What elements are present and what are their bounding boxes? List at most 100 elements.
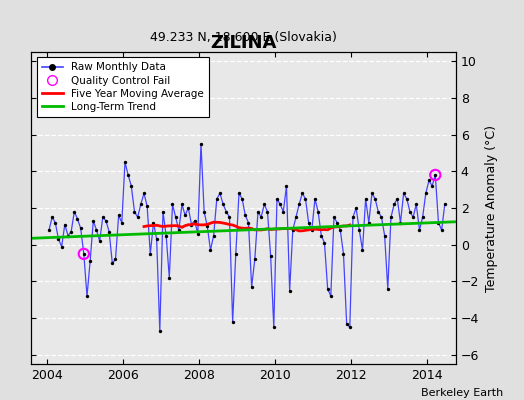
Point (416, 227, 424, 233)
Point (380, 232, 389, 239)
Point (121, 159, 129, 165)
Point (250, 256, 259, 262)
Point (159, 208, 167, 215)
Point (390, 201, 398, 208)
Point (336, 227, 344, 233)
Point (80, 251, 88, 257)
Point (412, 201, 420, 208)
Y-axis label: Temperature Anomaly (°C): Temperature Anomaly (°C) (485, 124, 498, 292)
Point (152, 236, 161, 242)
Point (333, 220, 341, 226)
Point (187, 221, 195, 228)
Point (362, 196, 370, 202)
Point (314, 208, 322, 215)
Point (286, 287, 294, 294)
Point (83, 293, 91, 299)
Point (222, 208, 231, 215)
Point (431, 172, 440, 178)
Point (206, 247, 215, 254)
Point (190, 218, 199, 224)
Point (304, 220, 313, 226)
Point (95, 238, 104, 244)
Point (330, 214, 338, 220)
Point (368, 190, 376, 196)
Point (422, 190, 430, 196)
Point (320, 240, 329, 246)
Point (384, 286, 392, 292)
Point (114, 212, 123, 218)
Point (279, 208, 288, 215)
Point (349, 214, 357, 220)
Point (210, 232, 218, 239)
Point (409, 214, 417, 220)
Point (257, 214, 265, 220)
Point (292, 214, 300, 220)
Point (326, 293, 335, 299)
Point (339, 251, 347, 257)
Point (184, 205, 192, 211)
Point (241, 212, 249, 218)
Point (358, 247, 367, 254)
Point (165, 274, 173, 281)
Point (162, 232, 170, 239)
Point (434, 220, 443, 226)
Point (441, 201, 449, 208)
Point (431, 172, 440, 178)
Text: Berkeley Earth: Berkeley Earth (421, 388, 503, 398)
Point (377, 214, 386, 220)
Point (276, 201, 285, 208)
Point (92, 227, 101, 233)
Point (346, 324, 354, 330)
Point (343, 320, 351, 327)
Point (263, 208, 271, 215)
Point (77, 225, 85, 231)
Point (174, 227, 183, 233)
Point (67, 229, 75, 235)
Point (270, 324, 278, 330)
Point (289, 227, 297, 233)
Point (156, 328, 164, 334)
Point (193, 230, 202, 237)
Point (387, 214, 395, 220)
Point (260, 201, 268, 208)
Point (143, 203, 151, 209)
Point (393, 196, 401, 202)
Point (171, 214, 180, 220)
Point (61, 221, 69, 228)
Point (127, 183, 136, 189)
Point (308, 227, 316, 233)
Point (273, 196, 281, 202)
Point (197, 140, 205, 147)
Point (89, 218, 97, 224)
Point (64, 232, 72, 239)
Point (266, 252, 275, 259)
Point (45, 227, 53, 233)
Text: 49.233 N, 18.600 E (Slovakia): 49.233 N, 18.600 E (Slovakia) (150, 31, 337, 44)
Title: ZILINA: ZILINA (211, 34, 277, 52)
Point (108, 260, 116, 266)
Point (235, 190, 243, 196)
Point (371, 196, 379, 202)
Point (130, 208, 139, 215)
Point (317, 232, 325, 239)
Point (355, 227, 364, 233)
Point (438, 227, 446, 233)
Point (425, 177, 433, 184)
Point (254, 208, 262, 215)
Point (311, 196, 319, 202)
Point (149, 220, 158, 226)
Point (51, 220, 60, 226)
Point (48, 214, 57, 220)
Point (70, 208, 79, 215)
Point (111, 256, 119, 262)
Point (399, 190, 408, 196)
Point (247, 284, 256, 290)
Point (102, 218, 110, 224)
Point (352, 205, 361, 211)
Point (134, 214, 142, 220)
Point (99, 214, 107, 220)
Point (146, 251, 155, 257)
Point (73, 216, 82, 222)
Point (282, 183, 291, 189)
Legend: Raw Monthly Data, Quality Control Fail, Five Year Moving Average, Long-Term Tren: Raw Monthly Data, Quality Control Fail, … (37, 57, 209, 117)
